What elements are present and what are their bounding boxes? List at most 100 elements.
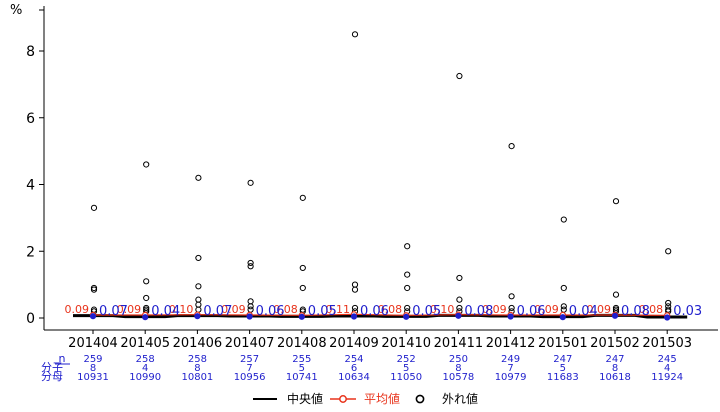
- table-cell: 10990: [129, 372, 161, 383]
- table-cell: 7: [246, 363, 252, 374]
- outlier-point: [560, 284, 567, 292]
- median-value-label: 0.06: [517, 304, 546, 319]
- outlier-point: [299, 264, 306, 272]
- table-cell: 8: [194, 363, 200, 374]
- legend-mean-label: 平均値: [364, 391, 400, 406]
- table-cell: 10578: [442, 372, 474, 383]
- outlier-point: [195, 301, 202, 308]
- outlier-point: [195, 254, 202, 262]
- mean-value-label: 0.08: [378, 303, 403, 316]
- outlier-point: [299, 284, 306, 292]
- median-point: [611, 312, 619, 319]
- table-cell: 259: [83, 354, 102, 365]
- median-point: [664, 314, 671, 321]
- outlier-point: [247, 263, 254, 270]
- outlier-point: [612, 291, 620, 298]
- median-value-label: 0.08: [621, 304, 650, 319]
- median-point: [507, 313, 514, 320]
- median-value-label: 0.08: [464, 304, 493, 319]
- table-cell: 8: [612, 363, 618, 374]
- table-cell: 245: [658, 354, 677, 365]
- median-point: [559, 314, 566, 321]
- table-cell: 7: [507, 363, 513, 374]
- outlier-point: [665, 299, 672, 307]
- y-tick-label: 2: [26, 244, 35, 260]
- legend-median-label: 中央値: [287, 391, 323, 406]
- x-tick-label: 201412: [486, 336, 536, 351]
- mean-line: [93, 313, 668, 316]
- outlier-point: [508, 304, 515, 312]
- outlier-point: [143, 294, 150, 302]
- table-cell: 10634: [338, 372, 370, 383]
- table-cell: 257: [240, 354, 259, 365]
- x-tick-label: 201501: [538, 336, 588, 351]
- median-line: [73, 313, 688, 319]
- outlier-point: [247, 306, 254, 313]
- outlier-point: [560, 303, 567, 310]
- median-value-label: 0.04: [151, 304, 180, 319]
- median-point: [298, 313, 305, 320]
- table-cell: 10801: [181, 372, 213, 383]
- table-cell: 11683: [547, 372, 579, 383]
- mean-value-label: 0.10: [430, 303, 455, 316]
- outlier-point: [195, 296, 202, 303]
- outlier-point: [247, 303, 254, 310]
- outlier-point: [351, 31, 359, 38]
- median-value-label: 0.06: [256, 304, 285, 319]
- table-cell: 255: [292, 354, 311, 365]
- x-tick-label: 201409: [329, 336, 379, 351]
- mean-value-label: 0.09: [534, 303, 559, 316]
- mean-value-label: 0.09: [587, 303, 612, 316]
- mean-value-label: 0.09: [117, 303, 142, 316]
- legend-outlier-label: 外れ値: [442, 391, 478, 406]
- table-row-label: 分母: [41, 370, 63, 383]
- x-tick-label: 201411: [434, 336, 484, 351]
- outlier-point: [351, 281, 359, 288]
- x-tick-label: 201410: [381, 336, 431, 351]
- outlier-point: [247, 259, 254, 267]
- outlier-point: [143, 161, 150, 168]
- median-point: [194, 313, 201, 320]
- outlier-point: [456, 274, 463, 282]
- median-value-label: 0.03: [673, 304, 702, 319]
- median-point: [246, 313, 253, 320]
- y-tick-label: 8: [26, 44, 35, 60]
- outlier-point: [90, 204, 98, 211]
- outlier-point: [195, 306, 202, 313]
- median-value-label: 0.07: [203, 304, 232, 319]
- outlier-point: [247, 298, 254, 305]
- outlier-point: [612, 198, 620, 205]
- table-cell: 5: [299, 363, 305, 374]
- table-cell: 4: [142, 363, 148, 374]
- table-cell: 10741: [286, 372, 318, 383]
- outlier-point: [560, 216, 567, 223]
- median-point: [455, 312, 462, 319]
- outlier-point: [456, 304, 463, 312]
- median-point: [403, 313, 410, 320]
- table-cell: 258: [136, 354, 155, 365]
- median-value-label: 0.07: [99, 304, 128, 319]
- table-cell: 5: [560, 363, 566, 374]
- x-tick-label: 201407: [225, 336, 275, 351]
- median-value-label: 0.04: [569, 304, 598, 319]
- outlier-point: [508, 143, 515, 150]
- y-unit-label: %: [10, 3, 22, 18]
- table-cell: 254: [344, 354, 363, 365]
- median-point: [142, 314, 149, 321]
- median-value-label: 0.06: [360, 304, 389, 319]
- y-tick-label: 0: [26, 311, 35, 327]
- x-tick-label: 201404: [68, 336, 118, 351]
- mean-value-label: 0.09: [65, 303, 90, 316]
- legend-mean-marker: [339, 395, 347, 403]
- table-cell: 10979: [495, 372, 527, 383]
- outlier-point: [90, 286, 98, 293]
- table-cell: 10618: [599, 372, 631, 383]
- outlier-point: [665, 248, 672, 255]
- outlier-point: [195, 174, 202, 181]
- outlier-point: [404, 271, 411, 278]
- legend-outlier-marker: [415, 394, 425, 404]
- outlier-point: [404, 304, 411, 312]
- table-cell: 247: [605, 354, 624, 365]
- plot-area: 0 2 4 6 8 201404 201405 201406 201407 201408 20140…: [26, 6, 718, 383]
